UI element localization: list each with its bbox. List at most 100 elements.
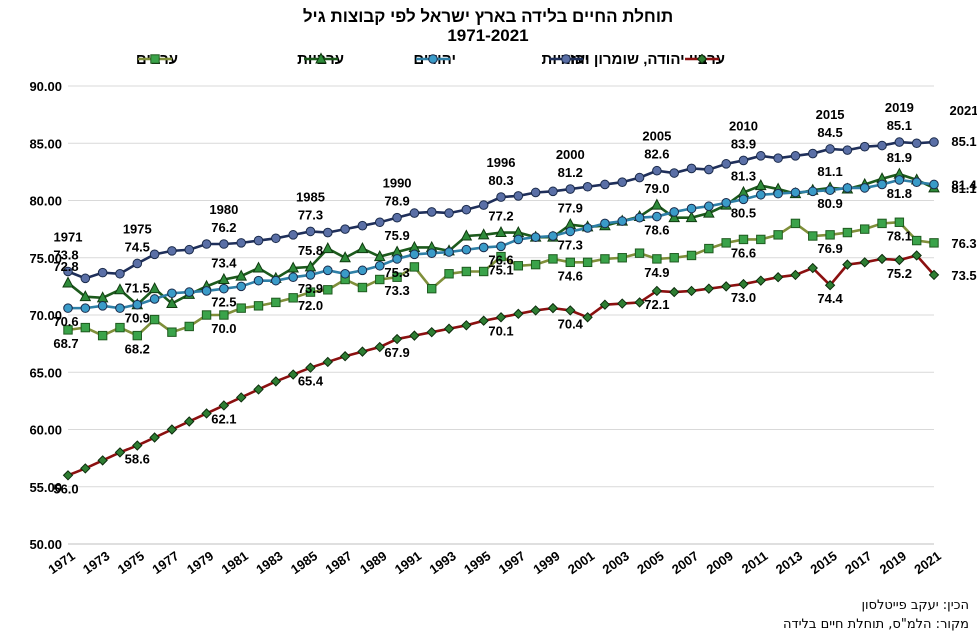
data-point [703,206,715,218]
data-point [825,185,835,195]
data-point [478,315,489,326]
data-point [97,330,108,341]
data-point [738,278,749,290]
data-point [720,281,732,292]
data-point [305,226,316,237]
data-point [167,246,177,256]
year-label: 1985 [296,189,325,204]
y-tick-label: 60.00 [29,423,62,438]
y-tick-label: 75.00 [29,251,62,266]
data-point [323,227,333,238]
data-label: 81.1 [817,164,842,179]
data-point [444,208,454,218]
data-point [114,447,126,458]
data-label: 84.5 [817,125,842,140]
x-tick-label: 1977 [149,548,181,577]
data-point [167,288,177,299]
x-tick-label: 2011 [739,548,771,576]
data-label: 76.9 [817,241,842,256]
legend-marker [696,53,708,65]
data-point [808,231,818,241]
data-point [721,197,731,208]
data-point [721,238,731,248]
data-point [669,207,680,217]
series-arab_women [62,167,940,310]
data-label: 81.4 [951,177,977,192]
legend-marker [315,52,327,64]
x-tick-label: 2001 [565,548,597,577]
data-point [513,261,524,271]
x-tick-label: 1993 [426,548,458,577]
data-point [235,392,247,403]
y-tick-label: 80.00 [29,194,62,209]
legend-marker [428,54,438,64]
data-label: 73.4 [211,256,237,271]
data-point [565,226,576,237]
data-point [62,470,74,481]
x-axis-ticks: 1971 1973 1975 1977 1979 1981 1983 1985 1987 1989… [45,548,943,577]
data-point [322,356,334,368]
data-point [80,322,91,333]
data-label: 76.6 [488,252,513,267]
data-point [582,181,593,192]
data-point [496,192,506,202]
data-label: 74.4 [817,291,843,306]
data-point [62,276,74,288]
data-point [634,212,645,223]
x-tick-label: 1973 [80,548,112,577]
data-point [392,212,402,223]
data-point [600,179,610,190]
legend-item-jews: יהודים [413,51,456,68]
data-point [772,272,784,283]
data-point [807,186,818,197]
year-label: 1975 [123,221,152,236]
data-point [686,285,697,297]
data-point [132,299,143,310]
data-point [166,296,178,309]
data-point [686,250,697,261]
data-label: 77.3 [298,207,323,222]
legend-item-wbg_arabs: ערביי יהודה, שומרון ועזה [561,51,725,68]
data-label: 78.9 [384,194,409,209]
data-point [236,238,246,248]
data-point [115,268,125,279]
data-point [80,303,91,313]
data-label: 83.9 [731,136,756,151]
data-label: 67.9 [384,345,409,360]
y-axis-ticks: 50.00 55.00 60.00 65.00 70.00 75.00 80.00 85.00… [29,79,62,552]
data-point [721,159,731,169]
legend: ערביי יהודה, שומרון ועזהיהודיות יהודים ערב… [136,51,725,68]
legend-item-arabs: ערבים [136,51,178,68]
data-point [201,310,212,320]
data-point [824,280,836,291]
series-group [62,137,940,481]
legend-marker [150,54,160,64]
data-point [704,201,714,212]
data-point [97,267,108,278]
data-point [253,235,264,246]
data-point [825,144,835,154]
data-point [339,251,351,263]
year-label: 1980 [209,202,238,217]
data-label: 72.0 [298,298,323,313]
data-point [374,341,385,353]
data-label: 81.8 [887,186,912,201]
legend-label: ערביי יהודה, שומרון ועזה [561,51,725,68]
data-point [495,225,507,238]
data-point [877,218,887,229]
data-point [288,293,298,303]
data-point [668,286,680,298]
data-label: 80.3 [488,173,513,188]
data-point [513,234,524,245]
data-point [357,220,368,231]
x-tick-label: 1985 [288,548,320,577]
data-point [478,242,489,253]
data-point [894,217,905,227]
data-label: 70.6 [53,314,78,329]
data-point [877,140,887,151]
data-point [63,266,73,277]
data-point [842,227,853,238]
x-tick-label: 1975 [115,548,147,577]
data-point [773,230,783,240]
